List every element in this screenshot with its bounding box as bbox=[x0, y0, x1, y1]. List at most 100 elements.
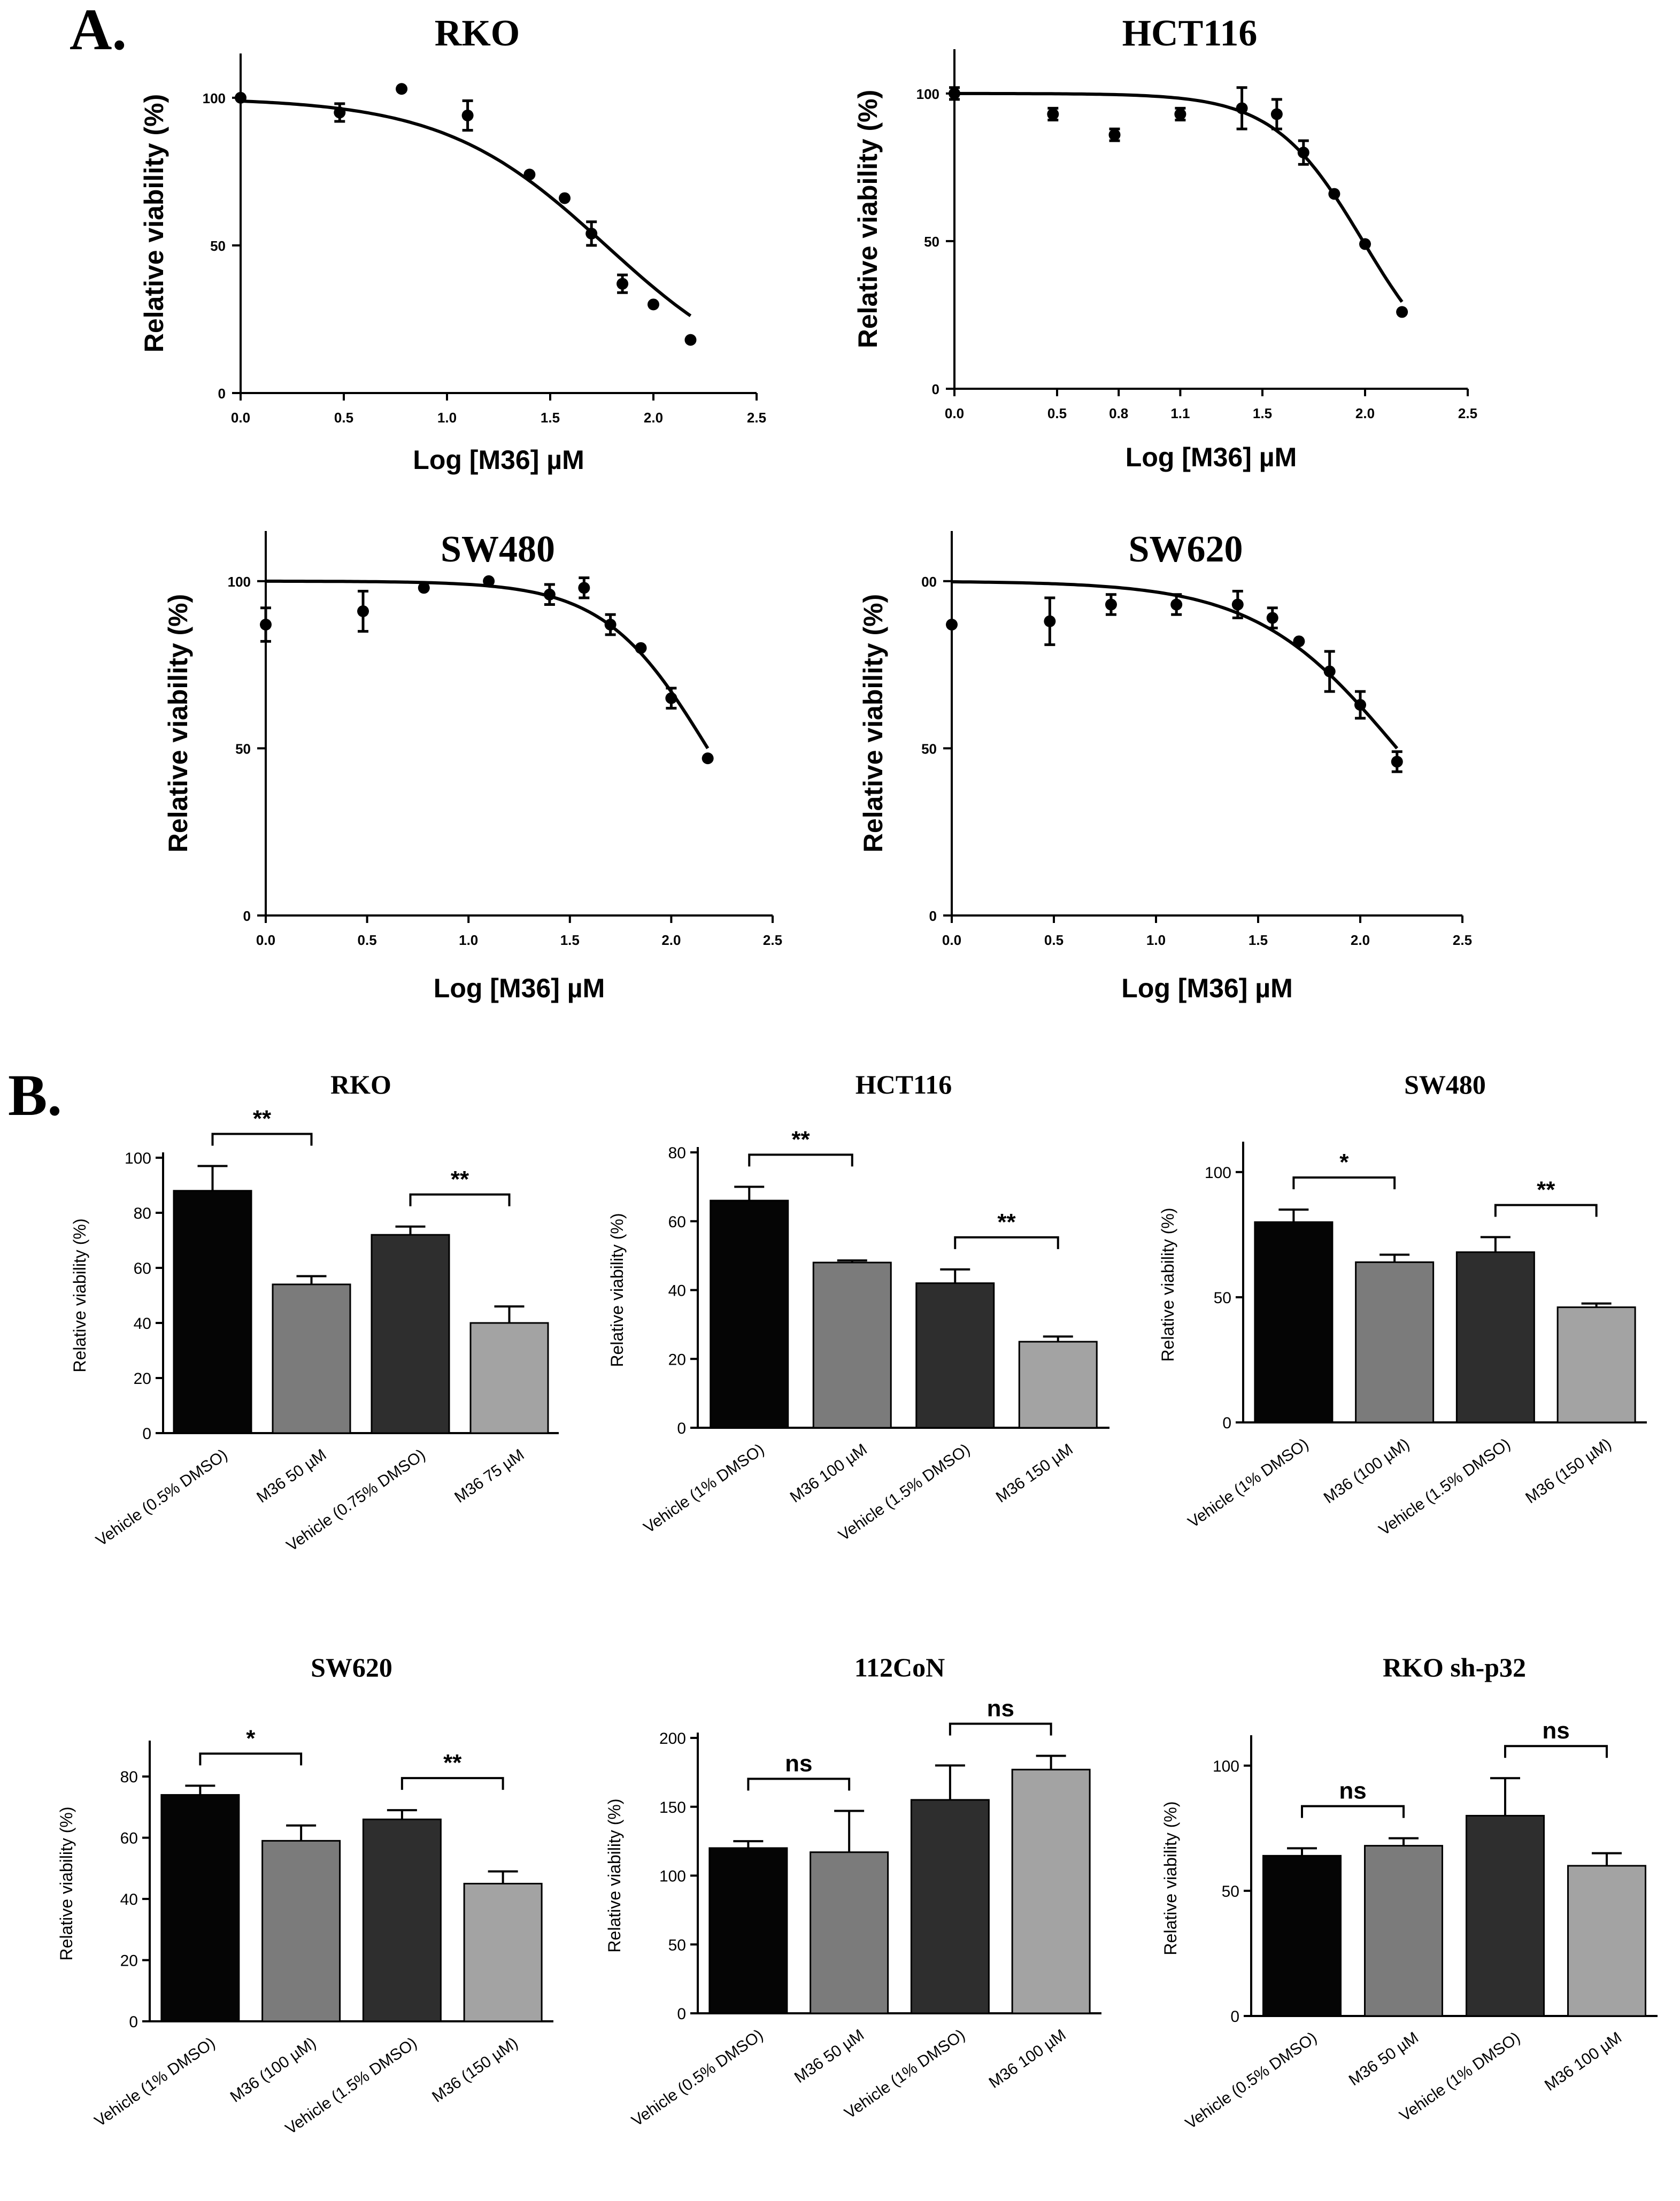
x-tick-label: 0.5 bbox=[334, 410, 353, 426]
data-point bbox=[665, 692, 677, 704]
y-tick-label: 200 bbox=[659, 1730, 686, 1748]
x-tick-label: 2.5 bbox=[1458, 405, 1477, 421]
category-label: M36 75 µM bbox=[451, 1446, 527, 1506]
y-tick-label: 40 bbox=[120, 1891, 138, 1908]
chart-title: RKO bbox=[435, 13, 520, 54]
data-point bbox=[1266, 612, 1278, 624]
data-point bbox=[1174, 108, 1186, 120]
y-tick-label: 60 bbox=[134, 1260, 151, 1277]
significance-label: ** bbox=[451, 1166, 469, 1192]
bar bbox=[272, 1283, 351, 1434]
bar bbox=[1262, 1854, 1342, 2017]
x-axis-label: Log [M36] µM bbox=[1126, 442, 1297, 472]
y-tick-label: 50 bbox=[235, 741, 251, 757]
error-bar bbox=[1581, 1302, 1612, 1307]
y-tick-label: 150 bbox=[659, 1799, 686, 1817]
bar bbox=[160, 1794, 240, 2022]
error-bar bbox=[296, 1275, 327, 1284]
bar bbox=[910, 1799, 990, 2014]
bar bbox=[1466, 1814, 1545, 2017]
y-tick-label: 100 bbox=[1213, 1758, 1239, 1775]
significance-bracket bbox=[1301, 1805, 1405, 1818]
y-axis-label: Relative viability (%) bbox=[607, 1213, 627, 1367]
data-point bbox=[684, 334, 697, 346]
significance-bracket bbox=[1292, 1176, 1396, 1190]
x-tick-label: 1.5 bbox=[1249, 932, 1268, 948]
error-bar bbox=[494, 1305, 525, 1323]
y-tick-label: 50 bbox=[1222, 1883, 1239, 1900]
bar bbox=[915, 1282, 995, 1429]
chart-title: SW480 bbox=[441, 529, 555, 570]
data-point bbox=[946, 619, 958, 631]
bar bbox=[1011, 1768, 1091, 2014]
bar bbox=[261, 1840, 341, 2022]
bar bbox=[1556, 1306, 1636, 1423]
data-point bbox=[648, 298, 659, 311]
y-tick-label: 50 bbox=[210, 238, 226, 254]
x-tick-label: 2.0 bbox=[1351, 932, 1370, 948]
chart-a4: SW620 0 50 00 0.0 0.5 1.0 1.5 2.0 2.5 Log [M36] µM… bbox=[858, 529, 1472, 1003]
data-point bbox=[1297, 147, 1309, 159]
data-point bbox=[585, 227, 598, 240]
y-tick-label: 60 bbox=[668, 1213, 686, 1231]
y-tick-label: 100 bbox=[1205, 1164, 1231, 1182]
bar bbox=[1364, 1845, 1443, 2017]
significance-label: * bbox=[1339, 1149, 1349, 1175]
y-tick-label: 50 bbox=[921, 741, 937, 757]
significance-label: ns bbox=[1542, 1718, 1569, 1744]
data-point bbox=[1328, 188, 1340, 200]
y-tick-label: 80 bbox=[120, 1768, 138, 1786]
y-tick-label: 40 bbox=[134, 1315, 151, 1333]
significance-label: ** bbox=[1537, 1177, 1555, 1203]
error-bar bbox=[185, 1784, 215, 1795]
significance-bracket bbox=[211, 1133, 313, 1146]
y-tick-label: 0 bbox=[142, 1425, 151, 1443]
x-tick-label: 0.0 bbox=[945, 405, 964, 421]
chart-title: HCT116 bbox=[1122, 13, 1258, 54]
y-tick-label: 0 bbox=[932, 381, 939, 397]
significance-bracket bbox=[400, 1777, 504, 1790]
y-tick-label: 0 bbox=[677, 1420, 686, 1437]
chart-title: SW620 bbox=[1129, 529, 1243, 570]
significance-label: ** bbox=[443, 1750, 462, 1776]
chart-a2: HCT116 0 50 100 0.0 0.5 0.8 1.1 1.5 2.0 2.5 Log [M3… bbox=[853, 13, 1477, 472]
significance-bracket bbox=[1494, 1204, 1598, 1217]
y-tick-label: 0 bbox=[218, 386, 226, 402]
y-tick-label: 20 bbox=[134, 1370, 151, 1388]
data-point bbox=[357, 605, 369, 618]
y-tick-label: 100 bbox=[203, 90, 226, 106]
significance-bracket bbox=[748, 1153, 853, 1167]
error-bar bbox=[733, 1840, 764, 1848]
error-bar bbox=[1389, 1837, 1419, 1846]
data-point bbox=[461, 109, 474, 121]
category-label: M36 (150 µM) bbox=[1522, 1435, 1614, 1507]
category-label: M36 (100 µM) bbox=[1321, 1435, 1413, 1507]
category-label: M36 50 µM bbox=[791, 2026, 867, 2087]
category-label: M36 100 µM bbox=[1542, 2029, 1625, 2095]
x-tick-label: 1.0 bbox=[1146, 932, 1166, 948]
category-label: Vehicle (0.5% DMSO) bbox=[628, 2026, 766, 2130]
chart-b6: RKO sh-p32 0 50 100 Relative viability (%) Ve… bbox=[1161, 1652, 1658, 2133]
bar bbox=[1254, 1221, 1334, 1423]
x-axis-label: Log [M36] µM bbox=[1121, 973, 1292, 1003]
significance-label: * bbox=[246, 1725, 256, 1751]
significance-label: ns bbox=[785, 1750, 812, 1776]
x-tick-label: 0.8 bbox=[1109, 405, 1128, 421]
y-tick-label: 100 bbox=[916, 86, 939, 102]
data-point bbox=[1044, 615, 1056, 627]
data-point bbox=[559, 192, 571, 204]
x-tick-label: 0.5 bbox=[1047, 405, 1067, 421]
y-tick-label: 40 bbox=[668, 1282, 686, 1300]
bar bbox=[710, 1199, 789, 1429]
data-point bbox=[1323, 665, 1336, 678]
x-tick-label: 1.1 bbox=[1170, 405, 1190, 421]
category-label: M36 100 µM bbox=[986, 2026, 1069, 2092]
bar bbox=[469, 1322, 549, 1434]
x-tick-label: 2.5 bbox=[1453, 932, 1472, 948]
bar bbox=[463, 1883, 543, 2022]
bar bbox=[812, 1261, 892, 1429]
significance-bracket bbox=[747, 1777, 851, 1791]
chart-b4: SW620 0 20 40 60 80 Relative viability (%) Vehi… bbox=[57, 1652, 553, 2138]
error-bar bbox=[387, 1809, 417, 1820]
category-label: Vehicle (0.5% DMSO) bbox=[93, 1446, 231, 1550]
